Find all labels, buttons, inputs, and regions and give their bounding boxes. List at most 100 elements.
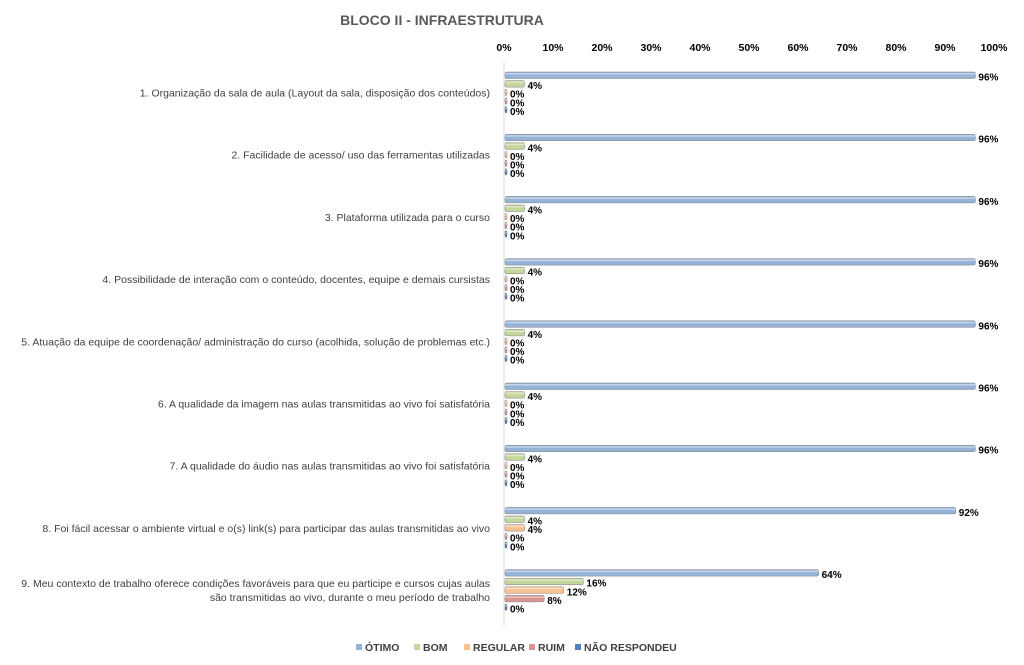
bar-ruim [504,470,508,478]
data-label: 0% [510,90,525,101]
data-label: 0% [510,161,525,172]
bar-highlight [505,161,507,163]
bar-highlight [505,596,545,598]
bar-ruim [504,159,508,167]
bar-n-o-respondeu [504,417,508,425]
bar-n-o-respondeu [504,603,508,611]
bar-highlight [505,472,507,474]
bar-bom [504,577,584,585]
bar-highlight [505,294,507,296]
bar-highlight [505,214,507,217]
data-label: 0% [510,356,525,367]
bar-highlight [505,418,507,420]
bar-highlight [505,446,976,448]
data-label: 0% [510,542,525,553]
data-label: 0% [510,98,525,109]
bar-highlight [505,356,507,358]
data-label: 0% [510,107,525,118]
data-label: 96% [978,446,998,457]
bar-highlight [505,169,507,172]
data-label: 0% [510,463,525,474]
bar-regular [504,213,508,221]
bar-highlight [505,268,525,270]
bar-regular [504,586,565,594]
bar-ruim [504,595,545,603]
bar-n-o-respondeu [504,292,508,300]
data-label: 0% [510,480,525,491]
bar-ruim [504,221,508,229]
bar-regular [504,88,508,96]
bar-highlight [505,517,525,519]
legend-label: REGULAR [473,642,525,654]
bar-bom [504,266,525,274]
bar--timo [504,196,976,204]
bar-ruim [504,408,508,416]
data-label: 96% [978,384,998,395]
bar-bom [504,80,525,88]
data-label: 0% [510,231,525,242]
data-label: 0% [510,347,525,358]
x-tick-label: 20% [591,42,613,54]
data-label: 4% [528,268,543,279]
bar-regular [504,462,508,470]
bar-highlight [505,259,976,262]
category-label: 8. Foi fácil acessar o ambiente virtual … [42,523,490,535]
bar-highlight [505,542,507,545]
bar-highlight [505,392,525,395]
bar-highlight [505,587,564,590]
bar-highlight [505,480,507,483]
data-label: 4% [528,206,543,217]
data-label: 4% [528,330,543,341]
bar-bom [504,329,525,337]
x-tick-label: 80% [885,42,907,54]
legend-label: NÃO RESPONDEU [584,641,677,654]
category-label: 7. A qualidade do áudio nas aulas transm… [170,461,491,473]
data-label: 0% [510,418,525,429]
data-label: 0% [510,294,525,305]
bar-highlight [505,143,525,146]
data-label: 0% [510,285,525,296]
bar-regular [504,151,508,159]
bar--timo [504,320,976,328]
bar-n-o-respondeu [504,230,508,238]
bar--timo [504,382,976,390]
bar-highlight [505,384,976,386]
bar-highlight [505,197,976,199]
data-label: 0% [510,276,525,287]
bar-highlight [505,152,507,154]
bar-bom [504,204,525,212]
data-label: 0% [510,169,525,180]
data-label: 0% [510,401,525,412]
legend-label: RUIM [538,642,565,654]
bar-highlight [505,579,584,581]
bar-highlight [505,107,507,109]
data-label: 4% [528,143,543,154]
x-tick-label: 50% [738,42,760,54]
bar-n-o-respondeu [504,168,508,176]
bar-bom [504,453,525,461]
bar-highlight [505,347,507,350]
x-tick-label: 10% [542,42,564,54]
category-label: 2. Facilidade de acesso/ uso das ferrame… [231,150,490,162]
bar-bom [504,391,525,399]
bar-highlight [505,223,507,225]
bar-ruim [504,97,508,105]
data-label: 96% [978,197,998,208]
bar-regular [504,337,508,345]
bar--timo [504,569,819,577]
bar-ruim [504,284,508,292]
bar-highlight [505,339,507,341]
bar-bom [504,515,525,523]
data-label: 0% [510,339,525,350]
bar-regular [504,524,525,532]
legend-swatch [529,644,535,650]
data-label: 64% [822,570,842,581]
data-label: 8% [547,596,562,607]
legend-swatch [414,644,420,650]
x-tick-label: 100% [981,42,1009,54]
bar-highlight [505,206,525,208]
data-label: 96% [978,321,998,332]
data-label: 4% [528,525,543,536]
data-label: 12% [567,587,587,598]
